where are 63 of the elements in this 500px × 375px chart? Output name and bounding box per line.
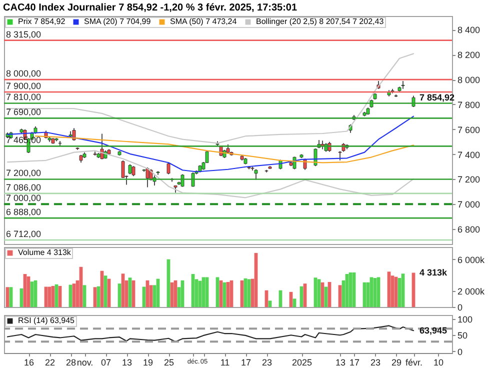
- x-tick-label: 17: [240, 358, 252, 368]
- line-series: [6, 53, 414, 144]
- y-tick-label: 0: [458, 302, 463, 312]
- y-tick-label: 0: [458, 346, 463, 357]
- candlestick: [132, 166, 136, 176]
- bar: [292, 298, 296, 307]
- y-tick-label: 7 000: [458, 200, 480, 210]
- legend-label: RSI (14) 63,945: [18, 316, 76, 325]
- x-tick-label: 11: [220, 358, 230, 368]
- x-tick-label: 17: [349, 358, 360, 368]
- ref-line-label: 7 200,00: [6, 168, 42, 178]
- legend-label: Bollinger (20 2,5) 8 207,54 7 202,43: [256, 17, 384, 26]
- legend-label: SMA (50) 7 473,24: [170, 17, 238, 26]
- annotation: 63,945: [420, 326, 448, 336]
- ref-line-label: 8 000,00: [6, 68, 42, 79]
- x-tick-label: 19: [142, 358, 154, 368]
- x-tick-label: 25: [164, 358, 174, 368]
- x-tick-label: 13: [335, 358, 346, 368]
- candlestick: [401, 80, 405, 90]
- x-tick-label: 23: [262, 358, 272, 368]
- ref-line-label: 7 086,00: [6, 182, 42, 192]
- x-tick-label: 29: [391, 358, 402, 368]
- legend-label: Volume 4 313k: [18, 248, 72, 257]
- y-tick-label: 8 000: [458, 75, 480, 86]
- y-tick-label: 50: [458, 330, 468, 341]
- candlestick: [166, 162, 170, 175]
- candlestick: [100, 133, 104, 160]
- legend-label: Prix 7 854,92: [18, 17, 66, 26]
- ref-line-label: 7 690,00: [6, 107, 42, 118]
- x-tick-label: 22: [44, 358, 56, 368]
- y-tick-label: 7 200: [458, 174, 480, 185]
- y-tick-label: 8 400: [458, 25, 480, 36]
- x-tick-label: 07: [100, 358, 112, 368]
- y-tick-label: 2 000k: [458, 286, 486, 297]
- chart-title: CAC40 Index Journalier 7 854,92 -1,20 % 3 févr. 2025, 17:35:01: [3, 2, 298, 14]
- y-tick-label: 8 200: [458, 50, 480, 60]
- bar: [268, 300, 272, 307]
- x-tick-label: 28: [66, 358, 76, 368]
- y-tick-label: 100: [458, 314, 473, 324]
- ref-line-label: 7 000,00: [6, 193, 42, 204]
- y-tick-label: 6 000k: [458, 254, 486, 265]
- line-series: [6, 325, 414, 342]
- y-tick-label: 7 600: [458, 124, 480, 135]
- y-tick-label: 7 400: [458, 150, 480, 160]
- ref-line-label: 6 712,00: [6, 229, 42, 240]
- y-tick-label: 7 800: [458, 100, 480, 110]
- annotation: 4 313k: [420, 268, 448, 278]
- candlestick: [128, 164, 132, 175]
- legend-label: SMA (20) 7 704,99: [84, 17, 152, 26]
- x-tick-label: 23: [370, 358, 381, 368]
- ref-line-label: 7 810,00: [6, 92, 42, 102]
- x-tick-label: 13: [122, 358, 132, 368]
- ref-line-label: 7 900,00: [6, 81, 42, 91]
- annotation: 7 854,92: [420, 92, 455, 103]
- ref-line-label: 8 315,00: [6, 29, 42, 40]
- candlestick: [146, 166, 150, 188]
- y-tick-label: 6 800: [458, 224, 480, 235]
- x-tick-label: 10: [433, 358, 444, 368]
- x-tick-label: févr.: [405, 358, 423, 368]
- x-tick-label: nov.: [76, 358, 94, 368]
- ref-line-label: 6 888,00: [6, 207, 42, 218]
- x-tick-label: 16: [24, 358, 34, 368]
- x-tick-label: 2025: [292, 358, 312, 368]
